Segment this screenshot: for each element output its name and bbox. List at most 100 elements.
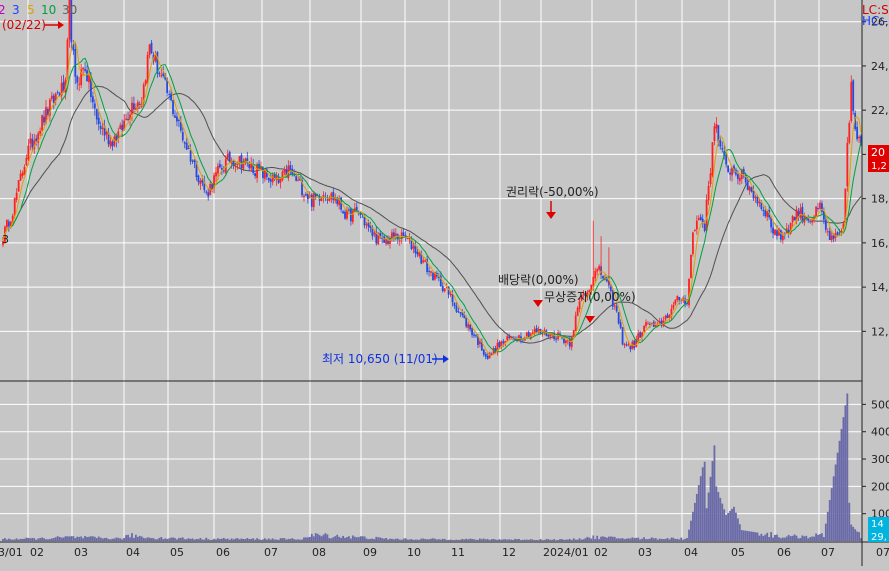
candle-body [185, 142, 188, 150]
legend-item-10[interactable]: 10 [41, 3, 56, 17]
candle-body [791, 216, 794, 223]
candle-body [670, 308, 673, 317]
volume-bar [697, 485, 700, 541]
legend-item-2[interactable]: 2 [0, 3, 6, 17]
candle-body [492, 348, 495, 354]
candle-body [693, 229, 696, 231]
volume-bar [520, 540, 522, 541]
candle-body [305, 194, 307, 196]
volume-bar [742, 530, 745, 541]
volume-bar [90, 536, 92, 541]
candle-body [181, 132, 184, 141]
peak-date-label: (02/22) [2, 18, 46, 32]
volume-bar [244, 539, 247, 541]
ma5-layer [2, 41, 862, 357]
volume-bar [779, 538, 782, 541]
x-tick-label: 10 [407, 546, 421, 559]
volume-bar [856, 531, 859, 541]
volume-bar [361, 536, 364, 541]
volume-bar [594, 539, 597, 541]
volume-bar [510, 539, 513, 541]
candle-body [80, 69, 83, 86]
volume-bar [348, 536, 350, 541]
candle-body [240, 154, 243, 169]
legend-item-3[interactable]: 3 [12, 3, 20, 17]
volume-bar [60, 537, 63, 541]
candle-body [361, 216, 364, 218]
volume-bar [551, 539, 554, 541]
volume-bar [461, 538, 464, 541]
volume-bar [240, 538, 243, 541]
candle-body [58, 93, 61, 97]
volume-bar [623, 539, 626, 541]
candle-body [715, 123, 718, 129]
volume-bar [828, 500, 831, 541]
volume-bar [766, 532, 769, 541]
volume-bar [56, 536, 59, 541]
volume-bar [754, 532, 757, 541]
candle-body [676, 296, 679, 300]
volume-bar [201, 539, 204, 541]
volume-bar [54, 537, 57, 541]
volume-bar [86, 536, 88, 541]
candle-body [520, 336, 522, 341]
candle-body [717, 125, 720, 143]
candle-body [434, 271, 436, 280]
volume-bar [439, 539, 442, 541]
candle-body [84, 69, 86, 71]
volume-bar [858, 532, 860, 541]
volume-bar [394, 538, 397, 541]
candle-body [416, 251, 419, 255]
candle-body [586, 292, 589, 297]
volume-bar [250, 538, 253, 541]
candle-body [598, 266, 601, 270]
candle-body [766, 211, 769, 217]
candle-body [813, 216, 816, 220]
volume-bar [457, 539, 460, 541]
volume-bar [138, 535, 141, 541]
volume-bar [637, 537, 640, 541]
volume-bar [314, 533, 317, 541]
volume-bar [584, 538, 587, 541]
legend[interactable]: 2 3 5 10 30 [0, 3, 77, 17]
candle-body [5, 219, 8, 228]
volume-bar [674, 538, 677, 541]
candle-body [615, 305, 618, 312]
volume-bar [789, 536, 792, 541]
candle-body [535, 327, 538, 333]
volume-bar [113, 538, 116, 541]
volume-bar [404, 538, 407, 541]
volume-bar [713, 445, 716, 541]
volume-bar [686, 538, 688, 541]
candle-body [821, 203, 823, 212]
candle-body [19, 173, 22, 181]
volume-bar [68, 536, 71, 541]
volume-bar [310, 533, 313, 541]
candle-body [420, 253, 423, 264]
candle-body [119, 125, 122, 130]
legend-item-5[interactable]: 5 [27, 3, 35, 17]
volume-bar [11, 539, 14, 541]
candle-body [471, 328, 473, 336]
candle-body [733, 165, 735, 171]
candle-body [658, 321, 661, 324]
candle-body [699, 216, 702, 221]
candle-body [672, 304, 675, 309]
candle-body [406, 238, 409, 240]
volume-bar [482, 538, 485, 541]
volume-bar [652, 538, 655, 541]
volume-bar [293, 539, 296, 541]
volume-bar [746, 531, 749, 541]
volume-bar [115, 537, 118, 541]
volume-bar [801, 535, 804, 541]
candle-body [209, 183, 212, 196]
candle-body [269, 179, 272, 182]
dividend-annotation: 배당락(0,00%) [498, 273, 579, 287]
volume-bar [39, 537, 42, 541]
volume-bar [162, 539, 165, 541]
legend-item-30[interactable]: 30 [62, 3, 77, 17]
candle-body [439, 275, 442, 286]
